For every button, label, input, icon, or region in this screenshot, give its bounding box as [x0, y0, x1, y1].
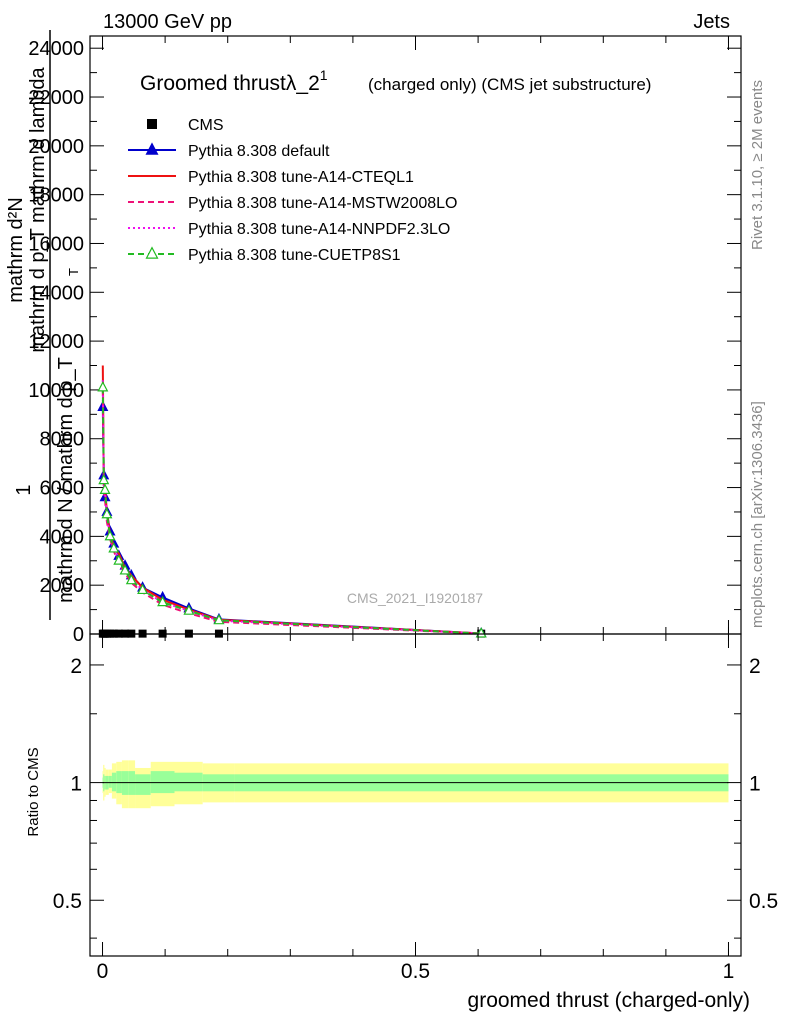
main-panel: 0200040006000800010000120001400016000180… [5, 30, 742, 646]
series-marker [157, 595, 169, 607]
series-marker [145, 246, 159, 259]
legend-label: Pythia 8.308 tune-A14-NNPDF2.3LO [188, 221, 450, 238]
ratio-y-tick-label-right: 2 [749, 655, 761, 678]
series-4 [101, 380, 482, 635]
energy-label: 13000 GeV pp [103, 11, 232, 33]
ratio-y-tick-label-right: 0.5 [749, 890, 778, 913]
series-marker [125, 573, 137, 585]
legend-label: Pythia 8.308 tune-A14-MSTW2008LO [188, 195, 457, 212]
legend-item: Pythia 8.308 tune-A14-NNPDF2.3LO [128, 221, 450, 238]
series-marker [97, 381, 109, 392]
main-y-axis: 0200040006000800010000120001400016000180… [28, 36, 741, 646]
legend: CMS Pythia 8.308 default Pythia 8.308 tune… [128, 117, 457, 264]
main-y-tick-label: 14000 [28, 282, 84, 304]
ratio-y-tick-label: 2 [70, 655, 82, 678]
series-marker [113, 554, 125, 565]
ratio-y-axis: 0.5 0.5 1 1 2 2 [53, 655, 778, 939]
cms-data-point [147, 119, 157, 129]
mcplots-label: mcplots.cern.ch [arXiv:1306.3436] [749, 401, 766, 628]
plot-title-main: Groomed thrustλ_2 [140, 72, 320, 95]
ylabel-numerator-2: mathrm d p_T mathrm d lambda [27, 66, 49, 352]
main-y-tick-label: 24000 [28, 38, 84, 60]
series-marker [101, 507, 113, 519]
series-marker [98, 473, 110, 485]
x-axis-label: groomed thrust (charged-only) [468, 989, 750, 1012]
series-marker [137, 583, 149, 595]
series-5 [97, 381, 487, 638]
plot-title-sup: 1 [320, 67, 328, 83]
main-y-tick-label: 22000 [28, 87, 84, 109]
series-line [101, 387, 482, 635]
ratio-y-axis-label: Ratio to CMS [25, 747, 42, 836]
legend-item: CMS [147, 117, 224, 134]
series-3 [101, 389, 482, 635]
series-marker [108, 542, 120, 553]
plot-subtitle: (charged only) (CMS jet substructure) [368, 75, 651, 94]
main-y-tick-label: 10000 [28, 380, 84, 402]
main-y-tick-label: 20000 [28, 136, 84, 158]
legend-item: Pythia 8.308 tune-A14-MSTW2008LO [128, 195, 457, 212]
x-tick-label: 1 [723, 960, 735, 983]
series-line [101, 380, 482, 635]
legend-item: Pythia 8.308 tune-A14-CTEQL1 [128, 169, 414, 186]
ylabel-one: 1 [13, 484, 35, 495]
category-label: Jets [693, 11, 730, 33]
ratio-stat-band [174, 772, 203, 792]
main-y-tick-label: 18000 [28, 185, 84, 207]
ratio-x-axis: 0 0.5 1 [97, 634, 735, 983]
legend-item: Pythia 8.308 tune-CUETP8S1 [128, 246, 401, 264]
main-y-tick-label: 12000 [28, 331, 84, 353]
ylabel-numerator: mathrm d²N [5, 197, 27, 303]
legend-label: CMS [188, 117, 224, 134]
x-tick-label: 0.5 [401, 960, 430, 983]
ratio-y-tick-label-right: 1 [749, 773, 761, 796]
main-y-tick-label: 16000 [28, 233, 84, 255]
series-line [101, 389, 482, 635]
series-marker [119, 564, 131, 575]
ratio-stat-band [111, 772, 117, 792]
ratio-y-tick-label: 1 [70, 773, 82, 796]
ylabel-denominator-sub: T [66, 268, 81, 276]
legend-label: Pythia 8.308 tune-CUETP8S1 [188, 247, 401, 264]
analysis-label: CMS_2021_I1920187 [347, 590, 483, 606]
plot-title: Groomed thrustλ_21 [140, 67, 328, 95]
ratio-stat-band [108, 775, 112, 788]
series-marker [99, 483, 111, 494]
legend-label: Pythia 8.308 tune-A14-CTEQL1 [188, 169, 414, 186]
rivet-label: Rivet 3.1.10, ≥ 2M events [749, 80, 766, 250]
series-marker [475, 627, 487, 638]
ratio-y-tick-label: 0.5 [53, 890, 82, 913]
ratio-stat-band [135, 774, 151, 795]
main-y-tick-label: 0 [73, 624, 84, 646]
series-marker [183, 604, 195, 615]
legend-label: Pythia 8.308 default [188, 143, 330, 160]
series-marker [213, 613, 225, 625]
ylabel-denominator: mathrm d N / mathrm d p_T [55, 357, 77, 603]
x-tick-label: 0 [97, 960, 109, 983]
series-marker [104, 529, 116, 541]
ratio-bands [102, 760, 729, 809]
series-marker [145, 142, 159, 155]
ratio-panel: 0.5 0.51 12 2 0 0.5 1 Ratio to CMS groomed th… [25, 633, 778, 1012]
legend-item: Pythia 8.308 default [128, 142, 330, 160]
main-y-axis-label: mathrm d²N mathrm d p_T mathrm d lambda … [5, 30, 81, 620]
